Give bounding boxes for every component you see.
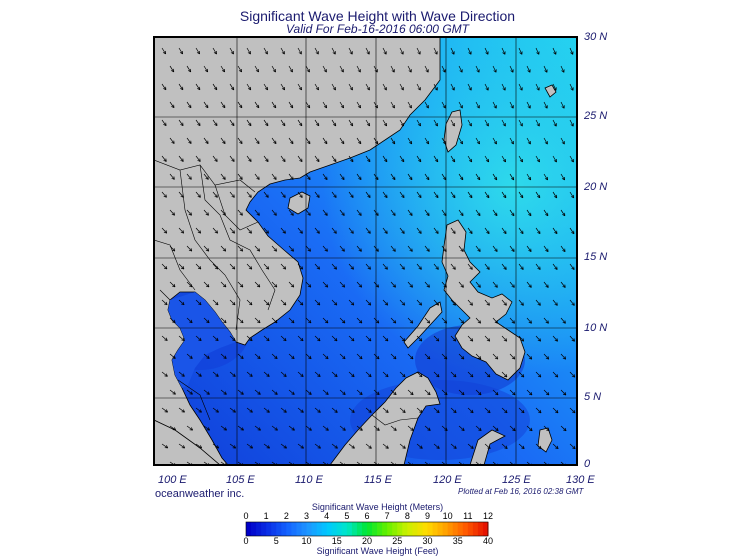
palawan-island bbox=[403, 301, 443, 349]
lat-label-25n: 25 N bbox=[584, 110, 608, 122]
lat-label-10n: 10 N bbox=[584, 322, 608, 334]
sumatra bbox=[154, 419, 221, 465]
feet-tick: 25 bbox=[392, 536, 403, 546]
lat-label-20n: 20 N bbox=[584, 181, 608, 193]
meter-tick: 7 bbox=[384, 511, 390, 521]
lon-label-105e: 105 E bbox=[226, 474, 255, 486]
lat-label-30n: 30 N bbox=[584, 31, 608, 43]
lat-label-15n: 15 N bbox=[584, 251, 608, 263]
map-title: Significant Wave Height with Wave Direct… bbox=[239, 8, 516, 24]
lon-label-120e: 120 E bbox=[433, 474, 462, 486]
meter-tick: 0 bbox=[243, 511, 249, 521]
meter-tick: 3 bbox=[303, 511, 309, 521]
feet-tick: 5 bbox=[273, 536, 279, 546]
credit-text: oceanweather inc. bbox=[155, 488, 245, 500]
feet-tick: 10 bbox=[301, 536, 312, 546]
meter-tick: 5 bbox=[344, 511, 350, 521]
meter-tick: 9 bbox=[424, 511, 430, 521]
lat-label-0: 0 bbox=[584, 458, 591, 470]
lon-label-125e: 125 E bbox=[502, 474, 531, 486]
feet-tick: 35 bbox=[452, 536, 463, 546]
feet-tick: 0 bbox=[243, 536, 249, 546]
plotted-timestamp: Plotted at Feb 16, 2016 02:38 GMT bbox=[458, 487, 584, 496]
lon-label-115e: 115 E bbox=[364, 474, 392, 486]
meter-tick: 6 bbox=[364, 511, 370, 521]
feet-tick: 15 bbox=[331, 536, 342, 546]
feet-tick: 40 bbox=[482, 536, 493, 546]
meter-tick: 1 bbox=[263, 511, 269, 521]
wave-direction-arrows bbox=[161, 47, 576, 465]
colorbar bbox=[245, 521, 489, 537]
lon-label-110e: 110 E bbox=[295, 474, 323, 486]
feet-tick: 20 bbox=[361, 536, 372, 546]
meter-tick: 8 bbox=[404, 511, 410, 521]
meter-tick: 2 bbox=[283, 511, 289, 521]
lat-label-5n: 5 N bbox=[584, 391, 602, 403]
country-borders bbox=[154, 159, 419, 426]
taiwan-island bbox=[443, 109, 463, 153]
lon-label-100e: 100 E bbox=[158, 474, 187, 486]
map-frame bbox=[153, 36, 578, 466]
meter-tick: 4 bbox=[324, 511, 330, 521]
meter-tick: 12 bbox=[482, 511, 493, 521]
hainan-island bbox=[287, 191, 311, 215]
map-subtitle: Valid For Feb-16-2016 06:00 GMT bbox=[286, 22, 469, 36]
sulawesi bbox=[469, 429, 506, 465]
lon-label-130e: 130 E bbox=[566, 474, 595, 486]
borneo bbox=[329, 371, 441, 465]
feet-tick: 30 bbox=[422, 536, 433, 546]
colorbar-title-meters: Significant Wave Height (Meters) bbox=[311, 502, 444, 512]
colorbar-title-feet: Significant Wave Height (Feet) bbox=[316, 546, 439, 556]
meter-tick: 11 bbox=[463, 511, 473, 521]
meter-tick: 10 bbox=[442, 511, 453, 521]
